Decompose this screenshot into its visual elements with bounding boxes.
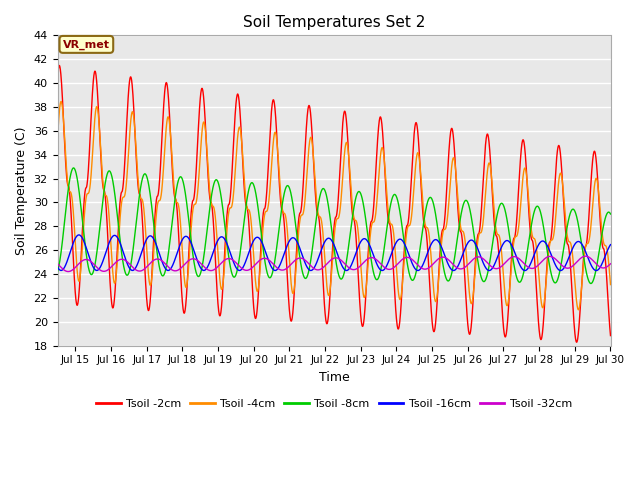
Tsoil -2cm — [290, 298, 298, 304]
Tsoil -32cm — [54, 261, 61, 267]
Line: Tsoil -32cm: Tsoil -32cm — [58, 256, 611, 272]
Tsoil -16cm — [150, 236, 157, 241]
Tsoil -2cm — [117, 192, 125, 198]
Tsoil -4cm — [57, 98, 65, 104]
Tsoil -2cm — [150, 238, 157, 243]
Tsoil -2cm — [607, 333, 614, 338]
Tsoil -4cm — [596, 205, 604, 211]
Tsoil -4cm — [266, 188, 273, 194]
Tsoil -8cm — [536, 208, 544, 214]
Tsoil -32cm — [117, 256, 125, 262]
Tsoil -16cm — [75, 232, 83, 238]
Line: Tsoil -4cm: Tsoil -4cm — [58, 101, 611, 310]
Line: Tsoil -2cm: Tsoil -2cm — [58, 65, 611, 342]
Tsoil -16cm — [266, 261, 273, 266]
Tsoil -8cm — [607, 211, 614, 217]
Line: Tsoil -8cm: Tsoil -8cm — [58, 168, 611, 284]
Tsoil -2cm — [536, 335, 544, 341]
Tsoil -4cm — [575, 307, 582, 312]
Tsoil -8cm — [54, 268, 61, 274]
Text: VR_met: VR_met — [63, 39, 110, 49]
Line: Tsoil -16cm: Tsoil -16cm — [58, 235, 611, 271]
Tsoil -8cm — [70, 165, 77, 171]
Tsoil -16cm — [607, 242, 614, 248]
Tsoil -32cm — [582, 253, 589, 259]
Tsoil -16cm — [536, 240, 544, 245]
Tsoil -16cm — [54, 264, 61, 270]
Tsoil -2cm — [54, 74, 61, 80]
Tsoil -4cm — [150, 252, 157, 257]
Tsoil -8cm — [117, 243, 125, 249]
Tsoil -4cm — [290, 289, 298, 295]
Tsoil -4cm — [607, 282, 614, 288]
Tsoil -8cm — [150, 220, 157, 226]
Tsoil -8cm — [290, 207, 298, 213]
Tsoil -32cm — [150, 257, 157, 263]
Tsoil -8cm — [266, 275, 273, 281]
Tsoil -2cm — [596, 215, 604, 221]
Tsoil -32cm — [290, 259, 298, 264]
Tsoil -16cm — [593, 268, 600, 274]
Tsoil -2cm — [266, 135, 273, 141]
Tsoil -8cm — [587, 281, 595, 287]
Tsoil -32cm — [266, 258, 273, 264]
Tsoil -32cm — [607, 261, 614, 267]
Tsoil -2cm — [56, 62, 63, 68]
Tsoil -2cm — [573, 339, 580, 345]
Y-axis label: Soil Temperature (C): Soil Temperature (C) — [15, 126, 28, 255]
X-axis label: Time: Time — [319, 371, 349, 384]
Tsoil -16cm — [117, 242, 125, 248]
Tsoil -4cm — [536, 290, 544, 296]
Tsoil -4cm — [117, 207, 125, 213]
Tsoil -16cm — [290, 235, 298, 241]
Tsoil -8cm — [596, 243, 604, 249]
Tsoil -16cm — [596, 264, 604, 270]
Tsoil -32cm — [596, 264, 604, 270]
Title: Soil Temperatures Set 2: Soil Temperatures Set 2 — [243, 15, 425, 30]
Tsoil -32cm — [65, 269, 72, 275]
Legend: Tsoil -2cm, Tsoil -4cm, Tsoil -8cm, Tsoil -16cm, Tsoil -32cm: Tsoil -2cm, Tsoil -4cm, Tsoil -8cm, Tsoi… — [92, 395, 576, 413]
Tsoil -32cm — [536, 260, 544, 266]
Tsoil -4cm — [54, 135, 61, 141]
